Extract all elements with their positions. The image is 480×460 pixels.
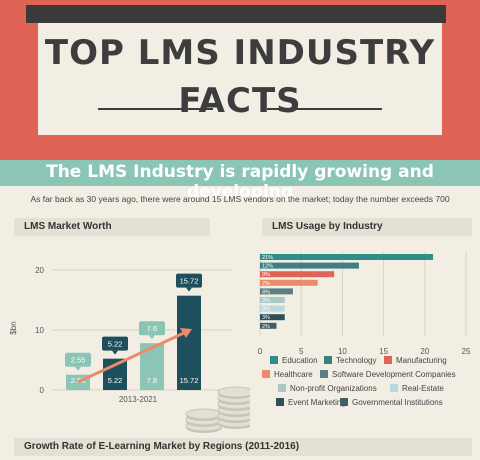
usage-bar-label: 7% [262, 281, 270, 287]
legend-item: Manufacturing [384, 356, 447, 365]
banner-text: The LMS Industry is rapidly growing and … [46, 162, 434, 202]
legend-item: Governmental Institutions [340, 398, 443, 407]
usage-bar-label: 4% [262, 289, 270, 295]
subtitle: As far back as 30 years ago, there were … [30, 194, 450, 204]
bar-value-label: 15.72 [180, 376, 199, 385]
x-tick-label: 10 [338, 347, 347, 356]
coins-illustration [185, 386, 250, 433]
usage-chart: 0 5 10 15 20 25 21% 12% 9% 7% 4% 3% 3% 3% 2% [258, 252, 471, 356]
usage-bar [260, 314, 285, 321]
coin [185, 408, 223, 420]
callout-pointer [186, 287, 192, 292]
bar-value-label: 5.22 [108, 376, 123, 385]
legend-label: Education [282, 356, 318, 365]
legend-swatch [270, 356, 278, 364]
legend-swatch [384, 356, 392, 364]
legend-label: Technology [336, 356, 377, 365]
usage-bar [260, 305, 285, 312]
callout-badge [139, 321, 165, 336]
callout-pointer [112, 350, 118, 355]
legend-item: Technology [324, 356, 376, 365]
page-title-line2: FACTS [178, 81, 302, 121]
header-top-bar [26, 5, 446, 23]
usage-bar [260, 271, 335, 278]
legend-item: Healthcare [262, 370, 313, 379]
callout-label: 5.22 [108, 340, 123, 349]
callout-badge [65, 352, 91, 367]
section-growth: Growth Rate of E-Learning Market by Regi… [14, 438, 472, 456]
callout-badge [102, 336, 128, 351]
x-tick-label: 15 [379, 347, 388, 356]
legend-label: Event Marketing [288, 398, 346, 407]
legend-label: Healthcare [274, 370, 313, 379]
y-tick-label: 20 [35, 266, 44, 275]
usage-bar [260, 262, 359, 269]
usage-bar-label: 3% [262, 307, 270, 313]
legend-label: Real-Estate [402, 384, 444, 393]
legend-swatch [278, 384, 286, 392]
usage-bar [260, 288, 293, 295]
callout-label: 2.55 [71, 356, 86, 365]
legend-item: Event Marketing [276, 398, 346, 407]
usage-bar [260, 322, 277, 329]
legend-label: Manufacturing [396, 356, 447, 365]
growth-arrowhead [180, 328, 192, 338]
legend-item: Non-profit Organizations [278, 384, 377, 393]
banner: The LMS Industry is rapidly growing and … [0, 160, 480, 202]
callout-badge [176, 273, 202, 288]
legend-swatch [390, 384, 398, 392]
legend-swatch [320, 370, 328, 378]
usage-bar-label: 9% [262, 272, 270, 278]
callout-label: 7.6 [147, 324, 157, 333]
title-rule-left [98, 108, 213, 110]
growth-arrow [77, 330, 187, 384]
section-usage: LMS Usage by Industry [262, 218, 472, 236]
y-tick-label: 0 [40, 386, 45, 395]
callout-pointer [75, 366, 81, 371]
legend-item: Education [270, 356, 318, 365]
section-market-worth: LMS Market Worth [14, 218, 210, 236]
page-title-line1: TOP LMS INDUSTRY [44, 33, 436, 73]
legend-swatch [324, 356, 332, 364]
legend-swatch [276, 398, 284, 406]
x-tick-label: 5 [299, 347, 304, 356]
title-rule-right [267, 108, 382, 110]
legend-label: Governmental Institutions [352, 398, 443, 407]
legend-item: Software Development Companies [320, 370, 456, 379]
y-tick-label: 10 [35, 326, 44, 335]
y-axis-label: $bn [9, 321, 18, 334]
usage-bar [260, 279, 318, 286]
coin [217, 386, 250, 398]
usage-bar [260, 297, 285, 303]
bar-value-label: 7.8 [147, 376, 157, 385]
x-tick-label: 20 [420, 347, 429, 356]
callout-label: 15.72 [180, 277, 199, 286]
usage-bar [260, 254, 434, 260]
callout-pointer [149, 335, 155, 340]
usage-bar-label: 2% [262, 324, 270, 330]
usage-bar-label: 21% [262, 255, 273, 261]
x-tick-label: 0 [258, 347, 263, 356]
legend-item: Real-Estate [390, 384, 444, 393]
legend-swatch [262, 370, 270, 378]
usage-bar-label: 3% [262, 315, 270, 321]
title-card: TOP LMS INDUSTRY FACTS [38, 23, 442, 135]
x-axis-label: 2013-2021 [119, 395, 158, 404]
legend-label: Software Development Companies [332, 370, 456, 379]
legend-label: Non-profit Organizations [290, 384, 377, 393]
legend-swatch [340, 398, 348, 406]
usage-bar-label: 3% [262, 298, 270, 304]
bar [177, 295, 201, 390]
x-tick-label: 25 [462, 347, 471, 356]
usage-bar-label: 12% [262, 264, 273, 270]
